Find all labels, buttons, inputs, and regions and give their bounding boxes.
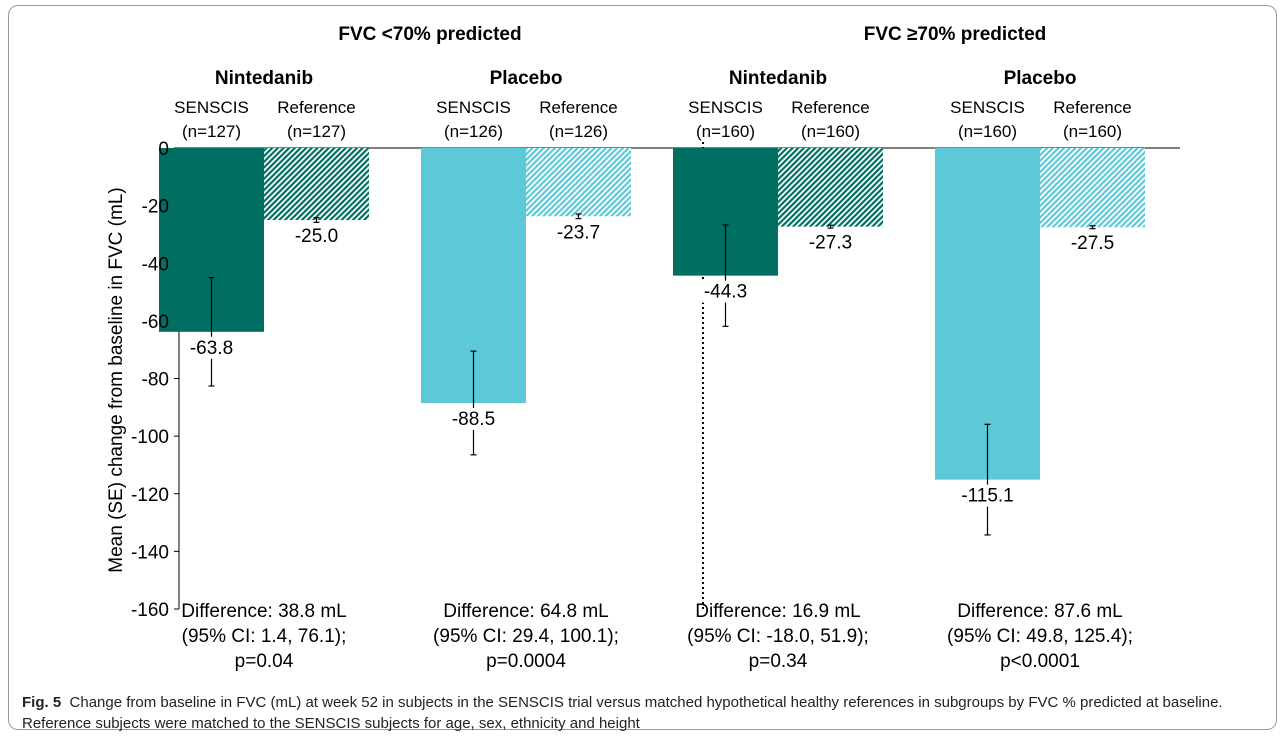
value-label: -63.8 <box>190 338 233 359</box>
difference-text: p<0.0001 <box>1000 651 1080 672</box>
group-title: Placebo <box>1004 68 1077 89</box>
bar <box>778 148 883 227</box>
value-label: -23.7 <box>557 222 600 243</box>
figure-frame <box>8 5 1277 730</box>
difference-text: p=0.34 <box>749 651 808 672</box>
panel-title: FVC ≥70% predicted <box>864 24 1047 45</box>
bar-label: Reference <box>1053 98 1131 117</box>
bar-chart: 0 -20 -40 -60 -80 -100 -120 -140 -160 Mean (SE) c… <box>106 24 1180 672</box>
difference-text: p=0.0004 <box>486 651 566 672</box>
figure-caption: Fig. 5 Change from baseline in FVC (mL) … <box>22 692 1262 734</box>
value-label-bg <box>546 221 611 244</box>
y-tick-label: -40 <box>142 254 169 275</box>
y-tick-label: -160 <box>131 600 169 621</box>
group-title: Placebo <box>490 68 563 89</box>
y-tick-label: -140 <box>131 542 169 563</box>
difference-text: Difference: 64.8 mL <box>443 601 608 622</box>
y-tick-label: -20 <box>142 197 169 218</box>
y-tick-label: 0 <box>158 139 169 160</box>
bar-n-label: (n=127) <box>182 122 241 141</box>
bar-n-label: (n=160) <box>958 122 1017 141</box>
bar <box>526 148 631 217</box>
bar-n-label: (n=126) <box>444 122 503 141</box>
bar-label: Reference <box>791 98 869 117</box>
value-label-bg <box>1060 232 1125 255</box>
y-tick-label: -120 <box>131 485 169 506</box>
bar-label: Reference <box>539 98 617 117</box>
difference-text: (95% CI: 1.4, 76.1); <box>182 626 347 647</box>
difference-text: (95% CI: 29.4, 100.1); <box>433 626 619 647</box>
bar <box>264 148 369 221</box>
value-label-bg <box>441 407 506 430</box>
caption-text: Change from baseline in FVC (mL) at week… <box>22 694 1223 732</box>
bar-n-label: (n=126) <box>549 122 608 141</box>
difference-text: p=0.04 <box>235 651 294 672</box>
y-axis-title: Mean (SE) change from baseline in FVC (m… <box>106 187 127 572</box>
y-tick-label: -80 <box>142 370 169 391</box>
difference-text: Difference: 16.9 mL <box>695 601 860 622</box>
difference-text: (95% CI: 49.8, 125.4); <box>947 626 1133 647</box>
bar <box>1040 148 1145 228</box>
value-label-bg <box>179 336 244 359</box>
bar-label: Reference <box>277 98 355 117</box>
value-label: -115.1 <box>961 486 1013 507</box>
bar-label: SENSCIS <box>688 98 763 117</box>
group-title: Nintedanib <box>215 68 313 89</box>
bar-n-label: (n=127) <box>287 122 346 141</box>
difference-text: Difference: 38.8 mL <box>181 601 346 622</box>
bar-label: SENSCIS <box>436 98 511 117</box>
bar-n-label: (n=160) <box>1063 122 1122 141</box>
value-label-bg <box>284 225 349 248</box>
bar-n-label: (n=160) <box>801 122 860 141</box>
value-label: -88.5 <box>452 409 495 430</box>
difference-text: Difference: 87.6 mL <box>957 601 1122 622</box>
value-label-bg <box>693 280 758 303</box>
panel-title: FVC <70% predicted <box>338 24 521 45</box>
caption-label: Fig. 5 <box>22 694 62 711</box>
bar-label: SENSCIS <box>950 98 1025 117</box>
value-label: -44.3 <box>704 282 747 303</box>
bar-n-label: (n=160) <box>696 122 755 141</box>
group-title: Nintedanib <box>729 68 827 89</box>
difference-text: (95% CI: -18.0, 51.9); <box>687 626 869 647</box>
y-tick-label: -100 <box>131 427 169 448</box>
value-label: -27.3 <box>809 233 852 254</box>
value-label: -25.0 <box>295 226 338 247</box>
value-label-bg <box>955 484 1020 507</box>
value-label: -27.5 <box>1071 233 1114 254</box>
bar-label: SENSCIS <box>174 98 249 117</box>
value-label-bg <box>798 231 863 254</box>
y-tick-label: -60 <box>142 312 169 333</box>
